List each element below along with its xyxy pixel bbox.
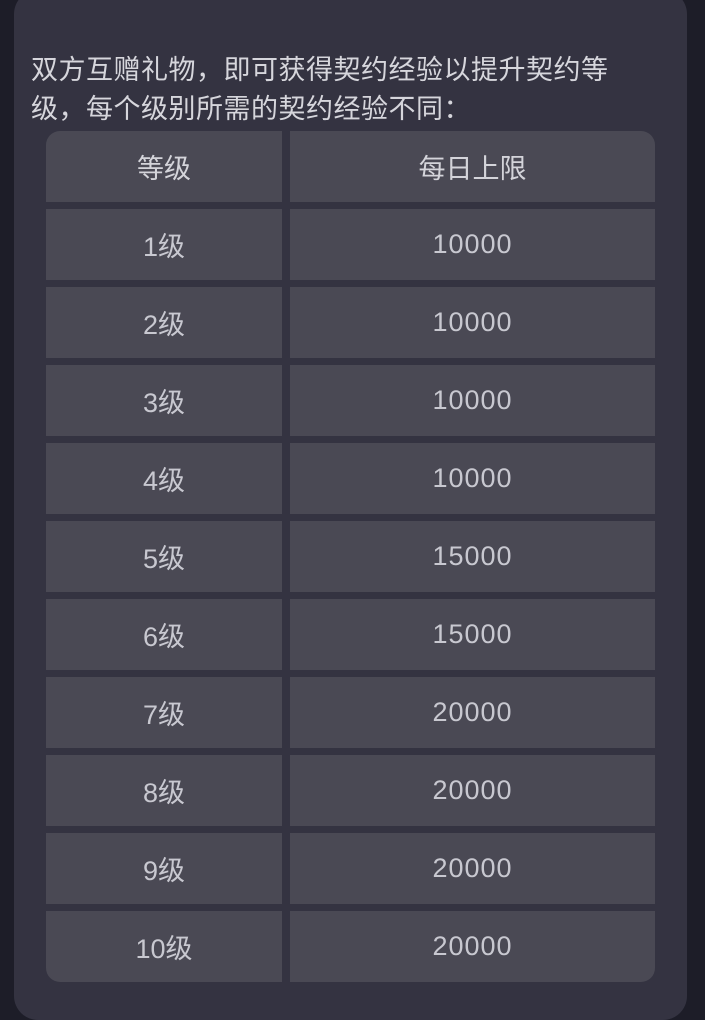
limit-cell: 10000 bbox=[290, 365, 655, 436]
limit-cell: 10000 bbox=[290, 443, 655, 514]
level-cell: 5级 bbox=[46, 521, 282, 592]
level-cell: 1级 bbox=[46, 209, 282, 280]
limit-cell: 10000 bbox=[290, 287, 655, 358]
level-cell: 8级 bbox=[46, 755, 282, 826]
level-limit-table: 等级 每日上限 1级 10000 2级 10000 3级 10000 4级 10000 5级 15… bbox=[46, 131, 655, 982]
level-cell: 2级 bbox=[46, 287, 282, 358]
limit-cell: 15000 bbox=[290, 521, 655, 592]
table-header-daily-limit: 每日上限 bbox=[290, 131, 655, 202]
limit-cell: 20000 bbox=[290, 677, 655, 748]
level-cell: 3级 bbox=[46, 365, 282, 436]
level-cell: 6级 bbox=[46, 599, 282, 670]
level-cell: 9级 bbox=[46, 833, 282, 904]
info-panel: 双方互赠礼物，即可获得契约经验以提升契约等级，每个级别所需的契约经验不同： 等级… bbox=[14, 0, 687, 1020]
limit-cell: 20000 bbox=[290, 755, 655, 826]
page-background: { "colors": { "outer_bg": "#1d1d28", "pa… bbox=[14, 0, 687, 1020]
level-cell: 10级 bbox=[46, 911, 282, 982]
limit-cell: 15000 bbox=[290, 599, 655, 670]
limit-cell: 20000 bbox=[290, 911, 655, 982]
description-text: 双方互赠礼物，即可获得契约经验以提升契约等级，每个级别所需的契约经验不同： bbox=[31, 55, 609, 124]
level-cell: 4级 bbox=[46, 443, 282, 514]
limit-cell: 10000 bbox=[290, 209, 655, 280]
level-cell: 7级 bbox=[46, 677, 282, 748]
limit-cell: 20000 bbox=[290, 833, 655, 904]
table-header-level: 等级 bbox=[46, 131, 282, 202]
